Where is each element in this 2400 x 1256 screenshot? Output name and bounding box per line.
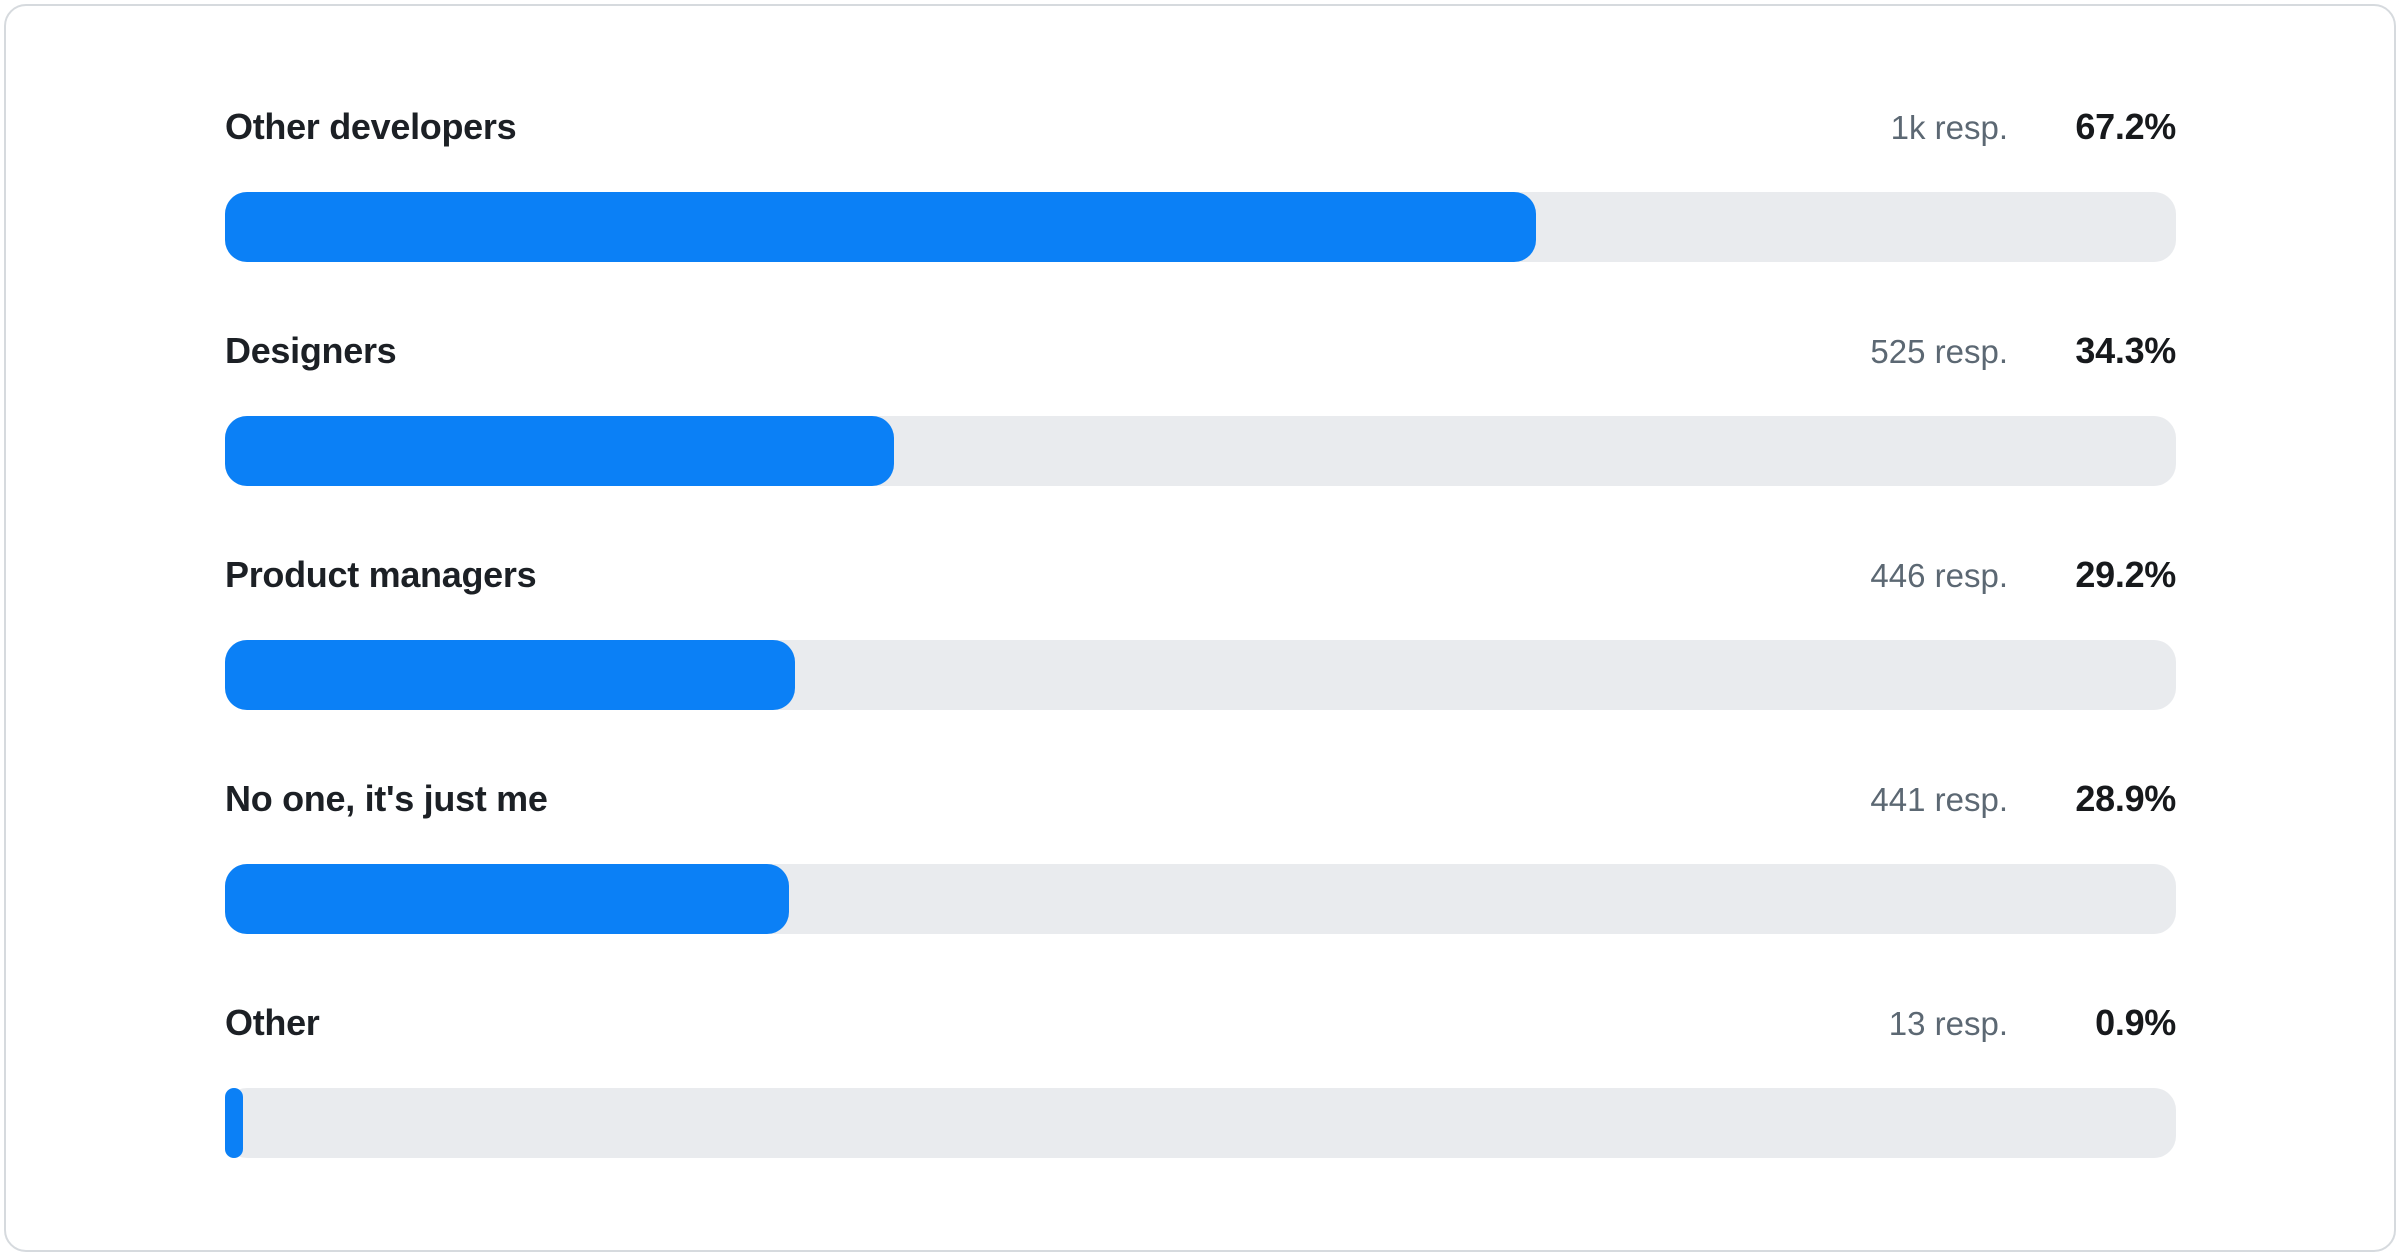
bar-track bbox=[225, 640, 2176, 710]
survey-row: Product managers 446 resp. 29.2% bbox=[225, 554, 2176, 710]
category-label: Designers bbox=[225, 330, 397, 371]
bar-fill bbox=[225, 192, 1537, 262]
percent-value: 67.2% bbox=[2075, 106, 2176, 147]
category-label: Other developers bbox=[225, 106, 517, 147]
row-header: Product managers 446 resp. 29.2% bbox=[225, 554, 2176, 598]
row-header: Designers 525 resp. 34.3% bbox=[225, 330, 2176, 374]
row-header: No one, it's just me 441 resp. 28.9% bbox=[225, 778, 2176, 822]
responses-count: 525 resp. bbox=[1870, 333, 2008, 370]
percent-value: 0.9% bbox=[2095, 1002, 2176, 1043]
bar-track bbox=[225, 864, 2176, 934]
category-label: No one, it's just me bbox=[225, 778, 548, 819]
bar-track bbox=[225, 1088, 2176, 1158]
responses-count: 1k resp. bbox=[1890, 109, 2008, 146]
survey-row: Other 13 resp. 0.9% bbox=[225, 1002, 2176, 1158]
category-label: Product managers bbox=[225, 554, 537, 595]
responses-count: 13 resp. bbox=[1888, 1005, 2008, 1042]
bar-track bbox=[225, 192, 2176, 262]
survey-row: Designers 525 resp. 34.3% bbox=[225, 330, 2176, 486]
bar-fill bbox=[225, 1088, 243, 1158]
survey-row: Other developers 1k resp. 67.2% bbox=[225, 106, 2176, 262]
percent-value: 28.9% bbox=[2075, 778, 2176, 819]
bar-track bbox=[225, 416, 2176, 486]
responses-count: 446 resp. bbox=[1870, 557, 2008, 594]
percent-value: 29.2% bbox=[2075, 554, 2176, 595]
category-label: Other bbox=[225, 1002, 320, 1043]
responses-count: 441 resp. bbox=[1870, 781, 2008, 818]
percent-value: 34.3% bbox=[2075, 330, 2176, 371]
bar-fill bbox=[225, 416, 895, 486]
bar-fill bbox=[225, 640, 795, 710]
survey-results-card: Other developers 1k resp. 67.2% Designer… bbox=[4, 4, 2396, 1252]
row-header: Other developers 1k resp. 67.2% bbox=[225, 106, 2176, 150]
row-header: Other 13 resp. 0.9% bbox=[225, 1002, 2176, 1046]
bar-fill bbox=[225, 864, 789, 934]
survey-row: No one, it's just me 441 resp. 28.9% bbox=[225, 778, 2176, 934]
